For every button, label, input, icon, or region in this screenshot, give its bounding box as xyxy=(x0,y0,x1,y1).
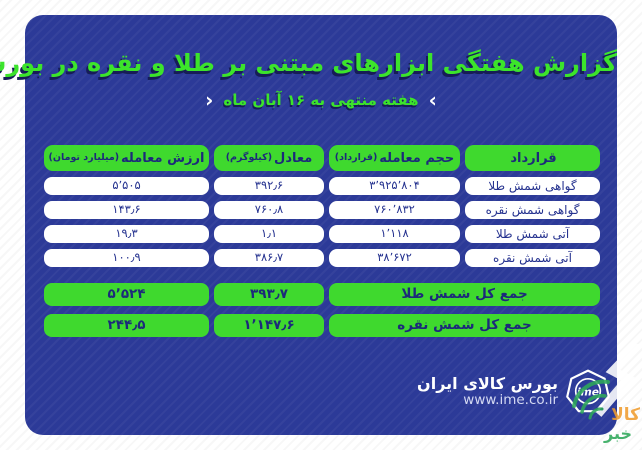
table-row: آتی شمش نقره ۳۸٬۶۷۲ ۳۸۶٫۷ ۱۰۰٫۹ xyxy=(44,249,600,267)
cell-value: ۵٬۵۰۵ xyxy=(44,177,209,195)
footer: بورس کالای ایران www.ime.co.ir ime xyxy=(417,369,611,415)
total-label: جمع کل شمش طلا xyxy=(329,283,600,306)
cell-volume: ۱٬۱۱۸ xyxy=(329,225,460,243)
header-value: ارزش معامله (میلیارد تومان) xyxy=(44,145,209,171)
cell-volume: ۳٬۹۲۵٬۸۰۴ xyxy=(329,177,460,195)
cell-contract: گواهی شمش نقره xyxy=(465,201,600,219)
cell-contract: آتی شمش نقره xyxy=(465,249,600,267)
total-equivalent: ۱٬۱۴۷٫۶ xyxy=(214,314,324,337)
subtitle: › هفته منتهی به ۱۶ آبان ماه ‹ xyxy=(25,90,617,110)
chevron-right-icon: › xyxy=(428,88,437,112)
cell-equivalent: ۱٫۱ xyxy=(214,225,324,243)
cell-equivalent: ۷۶۰٫۸ xyxy=(214,201,324,219)
ime-logo-text: ime xyxy=(577,385,599,398)
total-row-gold: جمع کل شمش طلا ۳۹۳٫۷ ۵٬۵۲۴ xyxy=(44,283,600,306)
header-volume: حجم معامله (قرارداد) xyxy=(329,145,460,171)
footer-website: www.ime.co.ir xyxy=(463,392,558,409)
cell-volume: ۷۶۰٬۸۳۲ xyxy=(329,201,460,219)
total-label: جمع کل شمش نقره xyxy=(329,314,600,337)
cell-equivalent: ۳۸۶٫۷ xyxy=(214,249,324,267)
table-row: گواهی شمش طلا ۳٬۹۲۵٬۸۰۴ ۳۹۲٫۶ ۵٬۵۰۵ xyxy=(44,177,600,195)
total-value: ۲۴۴٫۵ xyxy=(44,314,209,337)
cell-equivalent: ۳۹۲٫۶ xyxy=(214,177,324,195)
cell-value: ۱۴۳٫۶ xyxy=(44,201,209,219)
report-table: قرارداد حجم معامله (قرارداد) معادل (کیلو… xyxy=(44,145,600,343)
table-row: آتی شمش طلا ۱٬۱۱۸ ۱٫۱ ۱۹٫۳ xyxy=(44,225,600,243)
footer-text: بورس کالای ایران www.ime.co.ir xyxy=(417,374,558,409)
cell-value: ۱۹٫۳ xyxy=(44,225,209,243)
cell-volume: ۳۸٬۶۷۲ xyxy=(329,249,460,267)
table-row: گواهی شمش نقره ۷۶۰٬۸۳۲ ۷۶۰٫۸ ۱۴۳٫۶ xyxy=(44,201,600,219)
chevron-left-icon: ‹ xyxy=(205,88,214,112)
report-card: گزارش هفتگی ابزارهای مبتنی بر طلا و نقره… xyxy=(0,15,618,435)
footer-org-name: بورس کالای ایران xyxy=(417,374,558,394)
total-row-silver: جمع کل شمش نقره ۱٬۱۴۷٫۶ ۲۴۴٫۵ xyxy=(44,314,600,337)
table-header-row: قرارداد حجم معامله (قرارداد) معادل (کیلو… xyxy=(44,145,600,171)
cell-contract: گواهی شمش طلا xyxy=(465,177,600,195)
header-contract: قرارداد xyxy=(465,145,600,171)
total-value: ۵٬۵۲۴ xyxy=(44,283,209,306)
cell-contract: آتی شمش طلا xyxy=(465,225,600,243)
subtitle-text: هفته منتهی به ۱۶ آبان ماه xyxy=(223,91,419,109)
total-equivalent: ۳۹۳٫۷ xyxy=(214,283,324,306)
page-title: گزارش هفتگی ابزارهای مبتنی بر طلا و نقره… xyxy=(0,49,618,77)
ime-logo-icon: ime xyxy=(566,369,610,413)
cell-value: ۱۰۰٫۹ xyxy=(44,249,209,267)
header-equivalent: معادل (کیلوگرم) xyxy=(214,145,324,171)
